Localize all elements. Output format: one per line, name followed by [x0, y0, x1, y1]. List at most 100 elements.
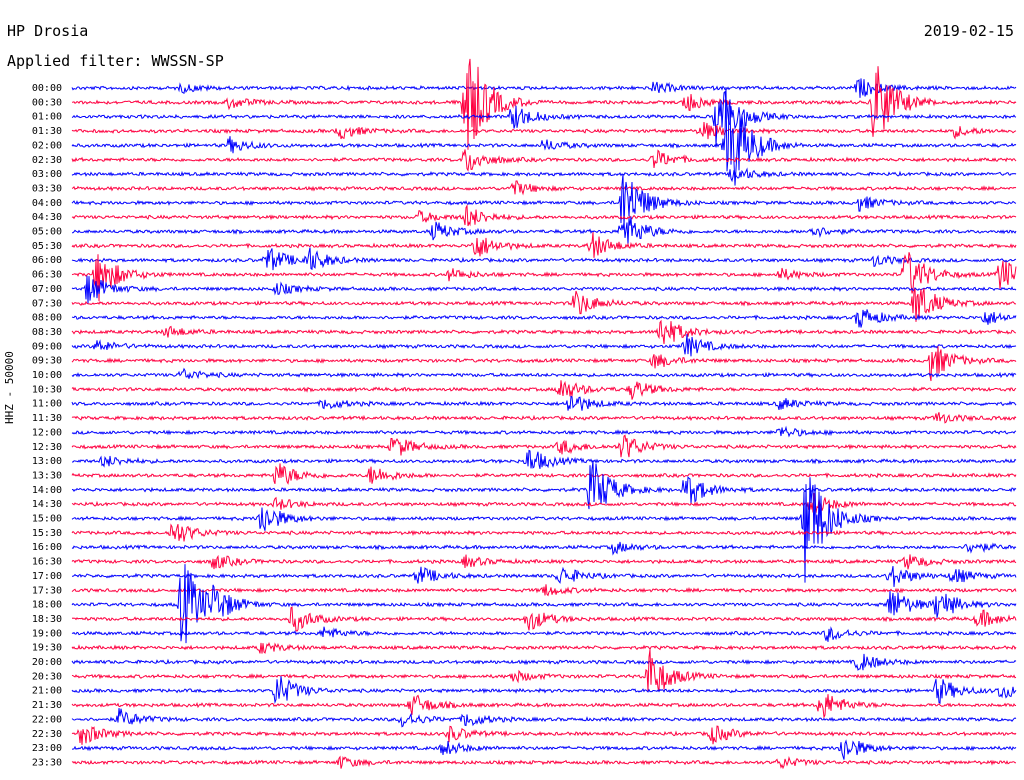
trace-2200: [71, 708, 1017, 728]
row-time-label: 00:00: [32, 83, 62, 94]
trace-1300: [72, 449, 1017, 470]
trace-0930: [71, 346, 1017, 382]
trace-1130: [71, 412, 1017, 424]
row-time-label: 03:30: [32, 183, 62, 194]
trace-0730: [71, 288, 1017, 322]
row-time-label: 12:00: [32, 427, 62, 438]
row-time-label: 05:30: [32, 241, 62, 252]
trace-0630: [71, 252, 1017, 302]
row-time-label: 22:00: [32, 714, 62, 725]
row-time-label: 18:00: [32, 600, 62, 611]
trace-0830: [71, 319, 1017, 345]
trace-0000: [71, 78, 1017, 98]
row-time-label: 18:30: [32, 614, 62, 625]
row-time-label: 05:00: [32, 227, 62, 238]
row-time-label: 06:30: [32, 270, 62, 281]
trace-1800: [71, 564, 1017, 644]
row-time-label: 16:00: [32, 542, 62, 553]
trace-1500: [71, 477, 1017, 583]
row-time-label: 04:00: [32, 198, 62, 209]
trace-0030: [71, 58, 1017, 150]
trace-1030: [71, 380, 1017, 400]
row-time-label: 08:30: [32, 327, 62, 338]
row-time-label: 00:30: [32, 97, 62, 108]
row-time-label: 09:00: [32, 341, 62, 352]
row-time-label: 11:00: [32, 399, 62, 410]
trace-1600: [71, 541, 1017, 556]
trace-0800: [71, 309, 1017, 328]
row-time-label: 20:00: [32, 657, 62, 668]
trace-2000: [71, 653, 1017, 671]
trace-1730: [71, 584, 1017, 597]
row-time-label: 10:00: [32, 370, 62, 381]
row-time-label: 14:30: [32, 499, 62, 510]
row-time-label: 07:00: [32, 284, 62, 295]
trace-1400: [71, 461, 1017, 510]
trace-1900: [71, 626, 1017, 642]
row-time-label: 22:30: [32, 729, 62, 740]
trace-1200: [71, 425, 1017, 438]
trace-1000: [71, 367, 1017, 380]
row-time-label: 17:30: [32, 585, 62, 596]
trace-0400: [71, 173, 1017, 228]
row-time-label: 08:00: [32, 313, 62, 324]
trace-1100: [71, 395, 1017, 411]
row-time-label: 15:30: [32, 528, 62, 539]
trace-1930: [71, 641, 1017, 654]
trace-1700: [72, 566, 1017, 587]
trace-0100: [71, 90, 1017, 146]
trace-0500: [72, 216, 1017, 245]
row-time-label: 19:30: [32, 643, 62, 654]
row-time-label: 02:30: [32, 155, 62, 166]
station-title: HP Drosia: [7, 22, 89, 40]
trace-0330: [71, 180, 1017, 196]
row-time-label: 09:30: [32, 356, 62, 367]
row-time-label: 23:00: [32, 743, 62, 754]
row-time-label: 20:30: [32, 671, 62, 682]
row-time-label: 21:00: [32, 686, 62, 697]
trace-1630: [71, 554, 1017, 570]
trace-1830: [71, 606, 1017, 632]
trace-1230: [71, 434, 1017, 458]
row-time-label: 23:30: [32, 757, 62, 768]
trace-1330: [71, 463, 1017, 485]
trace-1430: [71, 493, 1017, 514]
trace-2300: [72, 739, 1017, 760]
trace-0130: [71, 121, 1017, 140]
row-time-label: 07:30: [32, 298, 62, 309]
date-label: 2019-02-15: [923, 22, 1014, 40]
row-time-label: 02:00: [32, 140, 62, 151]
trace-0600: [71, 247, 1017, 271]
row-time-label: 12:30: [32, 442, 62, 453]
row-time-label: 14:00: [32, 485, 62, 496]
trace-2100: [71, 676, 1017, 705]
row-time-label: 04:30: [32, 212, 62, 223]
row-time-label: 19:00: [32, 628, 62, 639]
row-time-label: 03:00: [32, 169, 62, 180]
trace-0230: [71, 149, 1017, 172]
trace-2130: [71, 694, 1017, 719]
trace-2330: [71, 755, 1016, 770]
trace-2230: [71, 725, 1017, 745]
filter-label: Applied filter: WWSSN-SP: [7, 52, 224, 70]
trace-0300: [71, 167, 1017, 183]
trace-0430: [71, 204, 1017, 227]
trace-1530: [71, 523, 1017, 542]
row-time-label: 17:00: [32, 571, 62, 582]
trace-0200: [71, 86, 1017, 186]
row-time-label: 06:00: [32, 255, 62, 266]
trace-0530: [71, 232, 1017, 258]
trace-2030: [71, 649, 1017, 692]
row-time-label: 21:30: [32, 700, 62, 711]
row-time-label: 13:00: [32, 456, 62, 467]
row-time-label: 16:30: [32, 557, 62, 568]
row-time-label: 11:30: [32, 413, 62, 424]
row-time-label: 10:30: [32, 384, 62, 395]
row-time-label: 01:00: [32, 112, 62, 123]
trace-0900: [71, 333, 1017, 357]
row-time-label: 01:30: [32, 126, 62, 137]
row-time-label: 13:30: [32, 470, 62, 481]
row-time-label: 15:00: [32, 514, 62, 525]
